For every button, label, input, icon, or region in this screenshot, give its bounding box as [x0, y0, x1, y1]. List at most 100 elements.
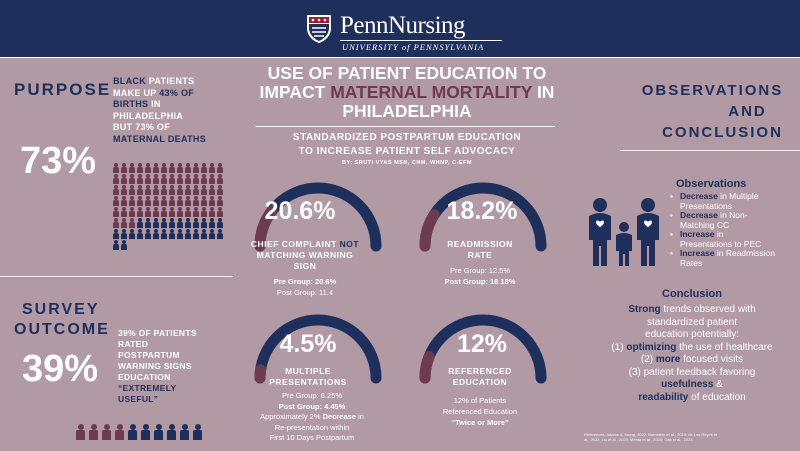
person-icon	[137, 207, 143, 217]
person-icon	[129, 185, 135, 195]
person-icon	[209, 163, 215, 173]
purpose-stat: 73%	[20, 140, 97, 182]
person-icon	[209, 218, 215, 228]
stat-2-value: 18.2%	[446, 197, 518, 225]
person-icon	[145, 196, 151, 206]
person-icon	[217, 218, 223, 228]
conclusion-text: Strong trends observed with standardized…	[611, 304, 773, 403]
person-icon	[129, 207, 135, 217]
person-icon	[161, 174, 167, 184]
person-icon	[209, 185, 215, 195]
person-icon	[177, 185, 183, 195]
person-icon	[201, 207, 207, 217]
person-icon	[169, 163, 175, 173]
observation-item: Decrease in Non-Matching CC	[670, 210, 800, 230]
person-icon	[161, 229, 167, 239]
person-icon	[153, 229, 159, 239]
survey-title: SURVEY OUTCOME	[14, 301, 110, 338]
person-icon	[201, 163, 207, 173]
person-icon	[177, 174, 183, 184]
person-icon	[161, 218, 167, 228]
observations-heading: Observations	[676, 178, 747, 190]
person-icon	[193, 229, 199, 239]
purpose-title: PURPOSE	[14, 80, 112, 99]
person-icon	[167, 424, 176, 440]
main-title: USE OF PATIENT EDUCATION TO IMPACT MATER…	[232, 64, 582, 121]
references: References: Adams & Young, 2022; Barnste…	[584, 432, 718, 442]
stat-3-detail: Pre Group: 6.25% Post Group: 4.45% Appro…	[260, 391, 364, 442]
person-icon	[217, 185, 223, 195]
person-icon	[153, 174, 159, 184]
person-icon	[102, 424, 111, 440]
person-icon	[185, 229, 191, 239]
right-divider	[620, 150, 800, 151]
person-icon	[121, 196, 127, 206]
person-icon	[121, 185, 127, 195]
survey-stat: 39%	[22, 348, 99, 390]
person-icon	[169, 174, 175, 184]
stat-3-label: MULTIPLE PRESENTATIONS	[269, 366, 347, 387]
person-icon	[145, 207, 151, 217]
person-icon	[145, 163, 151, 173]
person-icon	[121, 174, 127, 184]
person-icon	[185, 185, 191, 195]
person-icon	[113, 163, 119, 173]
person-icon	[161, 185, 167, 195]
person-icon	[177, 218, 183, 228]
person-icon	[141, 424, 150, 440]
person-icon	[185, 207, 191, 217]
person-icon	[121, 229, 127, 239]
person-icon	[177, 163, 183, 173]
person-icon	[153, 185, 159, 195]
person-icon	[209, 207, 215, 217]
person-icon	[185, 218, 191, 228]
person-icon	[153, 207, 159, 217]
person-icon	[177, 229, 183, 239]
person-icon	[137, 218, 143, 228]
stat-3-value: 4.5%	[279, 330, 337, 358]
stat-1-label: CHIEF COMPLAINT NOT MATCHING WARNING SIG…	[250, 239, 360, 271]
person-icon	[145, 229, 151, 239]
person-icon	[113, 196, 119, 206]
person-icon	[201, 174, 207, 184]
stat-4-label: REFERENCED EDUCATION	[448, 366, 512, 387]
title-divider	[255, 126, 555, 127]
logo-name: PennNursing	[340, 12, 466, 39]
person-icon	[169, 218, 175, 228]
survey-text: 39% OF PATIENTS RATED POSTPARTUM WARNING…	[118, 328, 197, 404]
person-icon	[153, 196, 159, 206]
stat-4-detail: 12% of Patients Referenced Education “Tw…	[442, 396, 518, 427]
person-icon	[217, 174, 223, 184]
person-icon	[137, 185, 143, 195]
person-icon	[201, 196, 207, 206]
person-icon	[217, 207, 223, 217]
person-icon	[145, 174, 151, 184]
purpose-people-pictogram	[113, 163, 225, 251]
person-icon	[113, 240, 119, 250]
person-icon	[169, 207, 175, 217]
person-icon	[137, 229, 143, 239]
title-line-1: USE OF PATIENT EDUCATION TO	[267, 63, 547, 83]
person-icon	[161, 207, 167, 217]
person-icon	[129, 163, 135, 173]
person-icon	[113, 218, 119, 228]
person-icon	[185, 196, 191, 206]
person-icon	[129, 196, 135, 206]
person-icon	[145, 218, 151, 228]
gauge-fill-2	[419, 209, 440, 252]
person-icon	[129, 229, 135, 239]
gauge-fill-1	[254, 205, 278, 252]
person-icon	[137, 163, 143, 173]
stat-2-detail: Pre Group: 12.5% Post Group: 18.18%	[444, 266, 516, 286]
person-icon	[137, 174, 143, 184]
logo-subtitle: UNIVERSITY of PENNSYLVANIA	[342, 42, 485, 52]
person-icon	[177, 207, 183, 217]
person-icon	[161, 196, 167, 206]
person-icon	[154, 424, 163, 440]
person-icon	[193, 174, 199, 184]
person-icon	[209, 196, 215, 206]
